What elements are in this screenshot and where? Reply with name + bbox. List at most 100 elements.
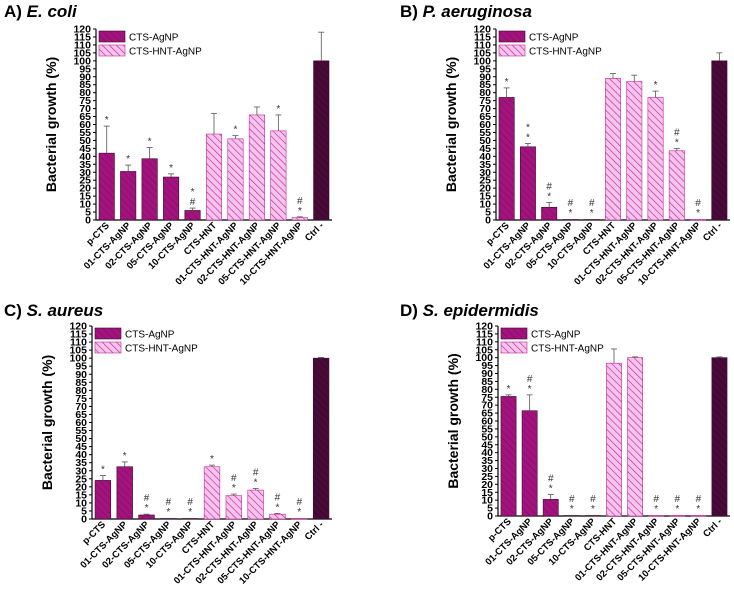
bar xyxy=(98,152,115,221)
bar xyxy=(182,518,199,520)
y-tick-label: 15 xyxy=(75,489,87,501)
legend: CTS-AgNP CTS-HNT-AgNP xyxy=(500,327,604,355)
significance-mark: * xyxy=(232,483,236,494)
y-tick-label: 75 xyxy=(79,95,91,107)
panel-label: D) xyxy=(400,301,423,320)
y-tick-label: 95 xyxy=(481,360,493,372)
bar xyxy=(270,130,287,221)
significance-mark: * xyxy=(547,191,551,202)
y-tick-label: 20 xyxy=(75,481,87,493)
significance-mark: # xyxy=(546,181,552,192)
y-tick-label: 45 xyxy=(75,441,87,453)
bar xyxy=(291,217,308,221)
significance-mark: * xyxy=(126,154,130,165)
legend-swatch-cts-hnt-agnp xyxy=(98,44,126,57)
y-tick-label: 110 xyxy=(476,336,493,348)
bar xyxy=(141,158,158,221)
y-tick-label: 50 xyxy=(79,135,91,147)
bar xyxy=(247,489,264,520)
bar xyxy=(269,513,286,520)
y-tick-label: 5 xyxy=(485,207,491,219)
significance-mark: # xyxy=(187,497,193,508)
significance-mark: * xyxy=(675,504,679,515)
significance-mark: * xyxy=(298,206,302,217)
legend: CTS-AgNP CTS-HNT-AgNP xyxy=(94,327,198,355)
legend-label-cts-hnt-agnp: CTS-HNT-AgNP xyxy=(129,47,202,58)
significance-mark: # xyxy=(275,492,281,503)
significance-mark: * xyxy=(654,80,658,91)
y-tick-label: 65 xyxy=(479,111,491,123)
significance-mark: * xyxy=(526,123,530,134)
bar xyxy=(627,357,643,517)
y-tick-label: 55 xyxy=(79,127,91,139)
bar xyxy=(647,97,664,221)
y-tick-label: 90 xyxy=(75,369,87,381)
significance-mark: * xyxy=(675,137,679,148)
panel-1: A) E. coli 051015202530354045505560657075… xyxy=(4,2,332,287)
y-tick-label: 75 xyxy=(481,392,493,404)
bar xyxy=(519,146,536,221)
x-tick-label: Ctrl - xyxy=(701,220,724,243)
significance-mark: * xyxy=(297,507,301,518)
panel-title: D) S. epidermidis xyxy=(400,301,539,320)
significance-mark: * xyxy=(696,208,700,219)
bar xyxy=(225,495,242,520)
bar xyxy=(248,114,265,221)
bar xyxy=(585,515,601,517)
y-tick-label: 60 xyxy=(479,119,491,131)
bar xyxy=(163,176,180,221)
panel-title: C) S. aureus xyxy=(4,301,103,320)
y-tick-label: 80 xyxy=(479,87,491,99)
y-tick-label: 20 xyxy=(481,479,493,491)
bar xyxy=(312,357,330,520)
legend-label-cts-agnp: CTS-AgNP xyxy=(129,33,179,44)
y-tick-label: 35 xyxy=(79,159,91,171)
y-tick-label: 20 xyxy=(479,183,491,195)
bar xyxy=(116,466,133,520)
bar xyxy=(498,97,515,221)
significance-mark: # xyxy=(568,198,574,209)
y-axis-label: Bacterial growth (%) xyxy=(43,57,59,192)
bar xyxy=(138,514,155,520)
y-tick-label: 100 xyxy=(69,353,87,365)
y-tick-label: 110 xyxy=(74,39,91,51)
organism-name: S. aureus xyxy=(27,301,104,320)
bar xyxy=(313,60,330,221)
significance-mark: # xyxy=(674,127,680,138)
y-tick-label: 0 xyxy=(487,511,493,523)
significance-mark: * xyxy=(591,504,595,515)
y-tick-label: 10 xyxy=(479,199,491,211)
bar xyxy=(227,138,244,221)
y-axis-label: Bacterial growth (%) xyxy=(39,355,55,490)
significance-mark: # xyxy=(548,474,554,485)
bar xyxy=(542,499,559,517)
legend-swatch-cts-hnt-agnp xyxy=(498,44,526,57)
y-tick-label: 10 xyxy=(481,495,493,507)
y-tick-label: 115 xyxy=(474,31,491,43)
y-tick-label: 10 xyxy=(75,497,87,509)
y-tick-label: 35 xyxy=(479,159,491,171)
significance-mark: * xyxy=(505,77,509,88)
significance-mark: * xyxy=(654,504,658,515)
y-tick-label: 0 xyxy=(85,215,91,227)
significance-mark: * xyxy=(105,115,109,126)
y-tick-label: 40 xyxy=(481,447,493,459)
significance-mark: * xyxy=(570,504,574,515)
bar xyxy=(711,357,728,517)
legend: CTS-AgNP CTS-HNT-AgNP xyxy=(498,30,602,58)
legend-swatch-cts-agnp xyxy=(94,327,122,340)
y-tick-label: 30 xyxy=(479,167,491,179)
y-tick-label: 50 xyxy=(479,135,491,147)
y-tick-label: 120 xyxy=(69,321,87,333)
y-tick-label: 75 xyxy=(479,95,491,107)
organism-name: S. epidermidis xyxy=(423,301,539,320)
bar xyxy=(521,410,538,517)
significance-mark: * xyxy=(234,125,238,136)
bar xyxy=(184,210,201,221)
significance-mark: * xyxy=(145,503,149,514)
y-tick-label: 90 xyxy=(479,71,491,83)
bar xyxy=(291,518,308,520)
significance-mark: # xyxy=(297,196,303,207)
